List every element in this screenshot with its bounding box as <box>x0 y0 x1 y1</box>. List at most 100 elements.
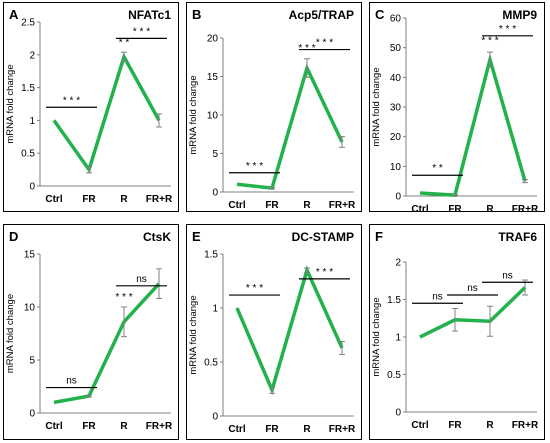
y-tick-label: 40 <box>390 73 402 84</box>
y-tick-label: 0.5 <box>387 370 401 381</box>
y-tick-label: 10 <box>24 303 36 314</box>
error-bar <box>121 51 127 62</box>
x-tick-label: FR <box>448 204 462 215</box>
y-tick-label: 0 <box>29 409 35 420</box>
chart-panel-d: D CtsK 0 5 10 15 mRNA fold change Ctrl FR R FR+R ns… <box>3 224 179 440</box>
y-tick-label: 1 <box>212 304 218 315</box>
panel-frame <box>186 2 362 212</box>
y-tick-label: 0 <box>29 182 35 193</box>
x-tick-label: Ctrl <box>45 421 62 432</box>
y-tick-label: 1 <box>29 116 35 127</box>
significance-label: * * * <box>246 283 263 294</box>
y-tick-label: 60 <box>390 14 402 25</box>
x-tick-label: FR <box>265 200 279 211</box>
significance-label: * * * <box>481 36 498 47</box>
error-bar <box>156 113 162 128</box>
x-tick-label: Ctrl <box>411 204 428 215</box>
significance-label: * * <box>432 163 443 174</box>
panel-letter: C <box>375 7 385 22</box>
y-tick-label: 10 <box>207 111 219 122</box>
x-tick-label: R <box>120 421 128 432</box>
y-tick-label: 5 <box>29 356 35 367</box>
y-tick-label: 1 <box>395 333 401 344</box>
significance-label: * * * <box>298 43 315 54</box>
chart-title: DC-STAMP <box>292 230 354 244</box>
y-tick-label: 2 <box>29 50 35 61</box>
x-tick-label: FR <box>82 194 96 205</box>
panel-letter: E <box>192 229 201 244</box>
panel-letter: B <box>192 7 201 22</box>
error-bar <box>452 308 458 332</box>
significance-label: * * * <box>499 24 516 35</box>
y-axis-label: mRNA fold change <box>5 294 16 373</box>
x-tick-label: FR+R <box>329 200 356 211</box>
x-tick-label: R <box>303 424 311 435</box>
chart-title: NFATc1 <box>128 8 171 22</box>
y-tick-label: 15 <box>207 72 219 83</box>
series-line <box>419 286 527 339</box>
chart-panel-b: B Acp5/TRAP 0 5 10 15 20 mRNA fold change Ctrl FR… <box>186 2 362 212</box>
y-axis-label: mRNA fold change <box>5 64 16 143</box>
x-tick-label: R <box>486 420 494 431</box>
y-tick-label: 1.5 <box>21 83 35 94</box>
y-tick-label: 0 <box>212 188 218 199</box>
panel-frame <box>3 2 179 212</box>
x-tick-label: R <box>120 194 128 205</box>
significance-label: * * * <box>115 292 132 303</box>
significance-label: ns <box>432 291 443 302</box>
x-tick-label: FR <box>448 420 462 431</box>
error-bar <box>121 306 127 338</box>
error-bar <box>522 179 528 184</box>
significance-label: ns <box>502 270 513 281</box>
series-line <box>53 282 161 405</box>
x-tick-label: FR+R <box>329 424 356 435</box>
x-tick-label: FR+R <box>512 204 539 215</box>
x-tick-label: FR <box>82 421 96 432</box>
significance-label: * * * <box>246 161 263 172</box>
panel-frame <box>369 2 545 212</box>
y-tick-label: 2.5 <box>21 18 35 29</box>
series-line <box>236 63 344 191</box>
series-line <box>235 265 344 396</box>
error-bar <box>304 58 310 78</box>
x-tick-label: Ctrl <box>228 424 245 435</box>
y-tick-label: 0 <box>395 408 401 419</box>
y-tick-label: 15 <box>24 250 36 261</box>
y-tick-label: 0.5 <box>21 149 35 160</box>
y-tick-label: 1.5 <box>387 295 401 306</box>
panel-frame <box>369 224 545 440</box>
error-bar <box>339 136 345 148</box>
y-tick-label: 30 <box>390 103 402 114</box>
y-tick-label: 50 <box>390 43 402 54</box>
y-tick-label: 1.5 <box>204 250 218 261</box>
chart-panel-e: E DC-STAMP 0 0.5 1 1.5 mRNA fold change Ctrl FR R… <box>186 224 362 440</box>
y-tick-label: 0 <box>212 412 218 423</box>
panel-letter: D <box>9 229 18 244</box>
chart-panel-f: F TRAF6 0 0.5 1 1.5 2 mRNA fold change Ctrl FR R FR… <box>369 224 545 440</box>
chart-title: MMP9 <box>502 8 537 22</box>
y-tick-label: 20 <box>207 34 219 45</box>
chart-panel-c: C MMP9 0 10 20 30 40 50 60 mRNA fold change Ctrl FR… <box>369 2 545 215</box>
x-tick-label: Ctrl <box>45 194 62 205</box>
chart-title: CtsK <box>143 230 171 244</box>
error-bar <box>156 268 162 300</box>
error-bar <box>339 340 345 355</box>
panel-frame <box>186 224 362 440</box>
x-tick-label: FR <box>265 424 279 435</box>
error-bar <box>86 165 92 174</box>
y-axis-label: mRNA fold change <box>371 67 382 146</box>
significance-label: * * <box>119 38 130 49</box>
y-axis-label: mRNA fold change <box>188 75 199 154</box>
significance-label: * * * <box>316 267 333 278</box>
error-bar <box>487 305 493 337</box>
error-bar <box>269 186 275 190</box>
series-line <box>52 52 161 174</box>
x-tick-label: FR+R <box>146 421 173 432</box>
error-bar <box>86 394 92 398</box>
significance-label: * * * <box>63 95 80 106</box>
y-axis-label: mRNA fold change <box>188 295 199 374</box>
x-tick-label: R <box>303 200 311 211</box>
x-tick-label: Ctrl <box>228 200 245 211</box>
panel-letter: A <box>9 7 19 22</box>
